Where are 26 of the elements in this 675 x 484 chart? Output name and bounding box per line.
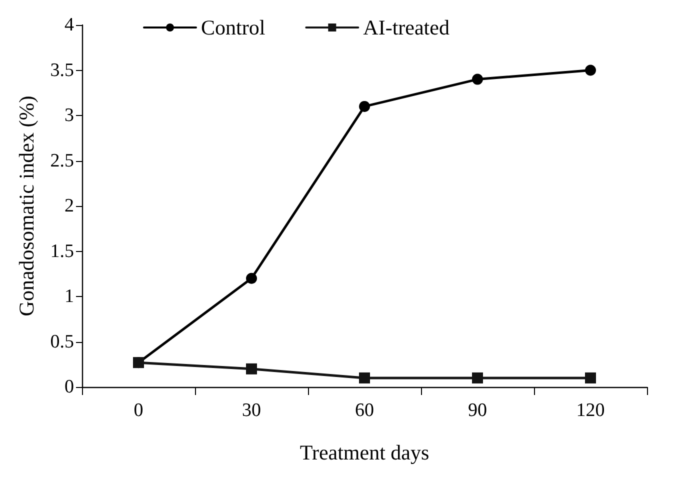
y-tick-label: 2 — [64, 196, 74, 216]
point — [359, 372, 370, 384]
point — [472, 372, 483, 384]
point — [359, 100, 370, 112]
y-tick-label: 3.5 — [50, 60, 74, 81]
y-tick-label: 0.5 — [50, 331, 74, 352]
y-tick-label: 1 — [64, 286, 74, 307]
y-tick-label: 3 — [64, 105, 74, 126]
point — [472, 74, 483, 85]
x-tick-label: 60 — [355, 400, 374, 421]
x-tick-label: 90 — [468, 400, 487, 421]
point — [246, 272, 257, 284]
legend-label: AI-treated — [363, 16, 450, 40]
legend-label: Control — [201, 16, 266, 40]
y-tick-label: 0 — [64, 376, 74, 398]
y-axis-title: Gonadosomatic index (%) — [14, 96, 38, 316]
y-tick-label: 2.5 — [50, 150, 74, 172]
point — [585, 64, 596, 76]
x-tick-label: 120 — [576, 400, 605, 421]
y-tick-label: 1.5 — [50, 240, 74, 262]
x-tick-label: 30 — [242, 400, 261, 421]
x-tick-label: 0 — [134, 400, 144, 421]
point — [246, 363, 257, 374]
point — [585, 372, 596, 384]
y-tick-label: 4 — [64, 14, 74, 36]
x-axis-title: Treatment days — [300, 440, 430, 464]
